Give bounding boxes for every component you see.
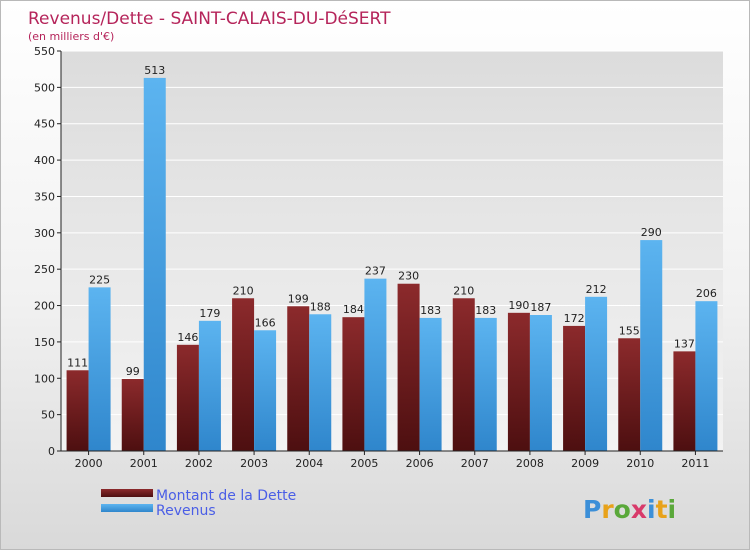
legend-label-revenus: Revenus xyxy=(156,503,216,519)
bar-dette xyxy=(176,344,199,451)
legend-swatch-revenus xyxy=(101,504,153,512)
value-label: 187 xyxy=(530,301,551,314)
value-label: 206 xyxy=(696,287,717,300)
value-label: 513 xyxy=(144,64,165,77)
bar-dette xyxy=(618,338,641,451)
legend: Montant de la Dette Revenus xyxy=(101,488,296,519)
value-label: 166 xyxy=(255,316,276,329)
x-tick-label: 2010 xyxy=(626,457,654,470)
y-tick-label: 450 xyxy=(34,118,55,131)
value-label: 172 xyxy=(564,312,585,325)
y-tick-label: 0 xyxy=(48,445,55,458)
x-tick-label: 2004 xyxy=(295,457,323,470)
y-tick-label: 350 xyxy=(34,190,55,203)
bar-revenus xyxy=(198,320,221,451)
bar-dette xyxy=(673,351,696,451)
bar-dette xyxy=(121,379,144,451)
value-label: 210 xyxy=(233,284,254,297)
value-label: 225 xyxy=(89,273,110,286)
bar-dette xyxy=(507,312,530,451)
value-label: 183 xyxy=(475,304,496,317)
x-tick-label: 2011 xyxy=(681,457,709,470)
y-tick-label: 300 xyxy=(34,227,55,240)
chart-title: Revenus/Dette - SAINT-CALAIS-DU-DéSERT xyxy=(28,9,391,29)
value-label: 155 xyxy=(619,324,640,337)
value-label: 188 xyxy=(310,300,331,313)
proxiti-logo: Proxiti xyxy=(583,495,676,524)
plot-area xyxy=(61,51,723,451)
x-tick-label: 2007 xyxy=(461,457,489,470)
y-tick-label: 100 xyxy=(34,372,55,385)
axis-ticks: 0 50 100 150 200 250 300 350 400 450 500 550 2000 200… xyxy=(34,45,709,470)
value-label: 199 xyxy=(288,292,309,305)
value-label: 137 xyxy=(674,337,695,350)
bar-revenus xyxy=(143,77,166,451)
x-tick-label: 2002 xyxy=(185,457,213,470)
bar-revenus xyxy=(419,317,442,451)
x-tick-label: 2000 xyxy=(75,457,103,470)
chart-subtitle: (en milliers d'€) xyxy=(28,30,114,43)
x-tick-label: 2008 xyxy=(516,457,544,470)
x-tick-label: 2003 xyxy=(240,457,268,470)
value-label: 290 xyxy=(641,226,662,239)
value-label: 184 xyxy=(343,303,364,316)
bar-dette xyxy=(452,298,475,451)
value-label: 99 xyxy=(126,365,140,378)
value-label: 190 xyxy=(508,299,529,312)
y-tick-label: 200 xyxy=(34,300,55,313)
bar-dette xyxy=(563,325,586,451)
x-tick-label: 2009 xyxy=(571,457,599,470)
value-label: 111 xyxy=(67,356,88,369)
value-label: 146 xyxy=(177,331,198,344)
bar-revenus xyxy=(309,314,332,451)
gridlines xyxy=(61,50,723,416)
bar-revenus xyxy=(695,301,718,451)
value-label: 237 xyxy=(365,265,386,278)
y-tick-label: 250 xyxy=(34,263,55,276)
bar-revenus xyxy=(88,287,111,451)
x-tick-label: 2006 xyxy=(406,457,434,470)
value-label: 210 xyxy=(453,284,474,297)
bar-revenus xyxy=(364,278,387,451)
bar-dette xyxy=(397,283,420,451)
y-tick-label: 500 xyxy=(34,81,55,94)
bar-revenus xyxy=(585,296,608,451)
bar-dette xyxy=(287,306,310,451)
bar-dette xyxy=(232,298,255,451)
bar-revenus xyxy=(254,330,277,451)
x-tick-label: 2001 xyxy=(130,457,158,470)
y-tick-label: 550 xyxy=(34,45,55,58)
bar-revenus xyxy=(640,240,663,451)
legend-swatch-debt xyxy=(101,489,153,497)
bar-dette xyxy=(66,370,89,451)
x-tick-label: 2005 xyxy=(350,457,378,470)
y-tick-label: 50 xyxy=(41,409,55,422)
bar-revenus xyxy=(529,315,552,451)
value-label: 179 xyxy=(199,307,220,320)
value-label: 183 xyxy=(420,304,441,317)
bar-revenus xyxy=(474,317,497,451)
y-tick-label: 150 xyxy=(34,336,55,349)
y-tick-label: 400 xyxy=(34,154,55,167)
svg-text:Proxiti: Proxiti xyxy=(583,495,676,524)
value-label: 230 xyxy=(398,270,419,283)
value-label: 212 xyxy=(586,283,607,296)
legend-label-debt: Montant de la Dette xyxy=(156,488,296,504)
bar-dette xyxy=(342,317,365,451)
